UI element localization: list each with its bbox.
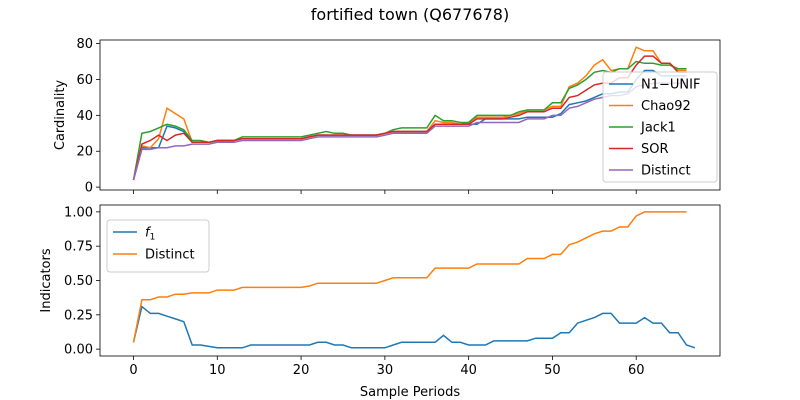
cardinality-series-line-3 — [132, 55, 687, 181]
indicators-y-tick-label: 0.75 — [64, 240, 93, 255]
indicators-x-tick-label: 60 — [628, 363, 645, 378]
cardinality-legend: N1−UNIF Chao92 Jack1 SOR Distinct — [602, 71, 718, 183]
cardinality-legend-box — [602, 71, 718, 183]
indicators-x-tick-label: 0 — [129, 363, 137, 378]
indicators-chart: 0 10 20 30 40 50 60 0.00 0.25 0.50 0.75 1.00 Indicat… — [39, 204, 721, 378]
indicators-x-tick-label: 30 — [377, 363, 394, 378]
indicators-legend-box — [106, 219, 210, 273]
indicators-y-axis-label: Indicators — [39, 248, 54, 312]
indicators-legend-label: f1 — [145, 226, 155, 243]
indicators-y-tick-label: 0.50 — [64, 274, 93, 289]
indicators-series-line-0 — [132, 305, 696, 349]
indicators-y-tick-label: 0.00 — [64, 343, 93, 358]
indicators-series-line-1 — [132, 211, 687, 343]
cardinality-y-tick-label: 0 — [85, 181, 93, 196]
cardinality-y-tick-label: 80 — [76, 37, 93, 52]
indicators-legend-label: Distinct — [145, 248, 195, 263]
cardinality-legend-label: Jack1 — [640, 121, 676, 136]
cardinality-y-tick-label: 40 — [76, 109, 93, 124]
indicators-x-tick-label: 10 — [209, 363, 226, 378]
indicators-x-tick-label: 50 — [544, 363, 561, 378]
cardinality-chart: 0 20 40 60 80 Cardinality N1−UNIF Chao92 Jack1 SO… — [53, 37, 721, 196]
cardinality-legend-label: SOR — [641, 142, 669, 157]
indicators-y-tick-label: 0.25 — [64, 308, 93, 323]
cardinality-legend-label: Distinct — [641, 164, 691, 179]
figure-title: fortified town (Q677678) — [311, 5, 509, 24]
indicators-y-tick-label: 1.00 — [64, 205, 93, 220]
cardinality-legend-label: N1−UNIF — [641, 78, 700, 93]
cardinality-y-tick-label: 60 — [76, 73, 93, 88]
indicators-x-tick-label: 20 — [293, 363, 310, 378]
cardinality-y-axis-label: Cardinality — [53, 80, 68, 151]
cardinality-y-tick-label: 20 — [76, 145, 93, 160]
indicators-legend: f1 Distinct — [106, 219, 210, 273]
cardinality-series-line-4 — [132, 82, 687, 181]
indicators-x-tick-label: 40 — [460, 363, 477, 378]
cardinality-legend-label: Chao92 — [641, 99, 691, 114]
x-axis-label: Sample Periods — [360, 385, 460, 400]
